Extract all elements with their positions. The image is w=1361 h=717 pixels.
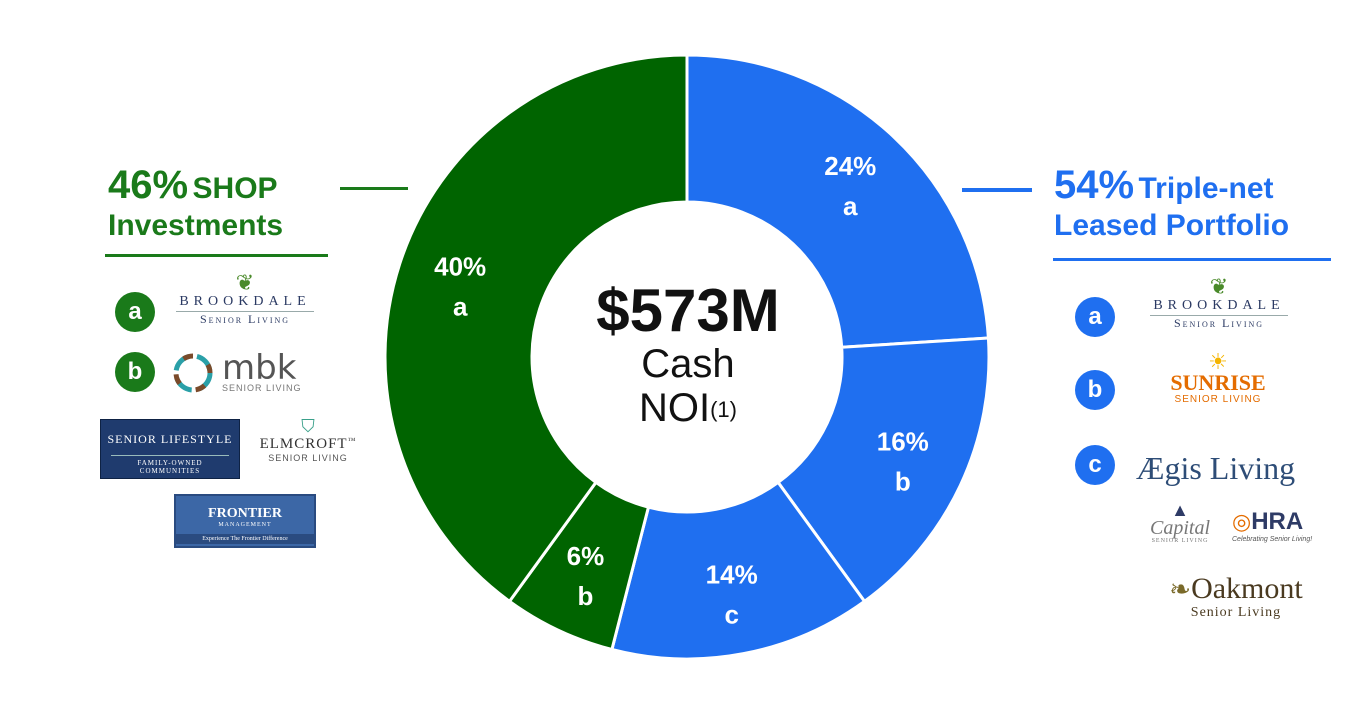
mbk-ring-icon — [173, 353, 213, 393]
total-amount: $573M — [596, 277, 780, 344]
brookdale-logo-left: ❦ BROOKDALE Senior Living — [176, 272, 314, 327]
shop-badge-a: a — [115, 292, 155, 332]
oakmont-logo: ❧Oakmont Senior Living — [1169, 572, 1303, 621]
triple-net-underline — [1053, 258, 1331, 261]
center-total: $573M Cash NOI(1) — [538, 277, 838, 431]
slice-letter-label: c — [724, 599, 738, 629]
slice-percent-label: 6% — [567, 541, 605, 571]
triple-net-connector-line — [962, 188, 1032, 192]
aegis-logo: Ægis Living — [1136, 450, 1296, 486]
shop-underline — [105, 254, 328, 257]
shop-percent: 46% — [108, 163, 189, 207]
frontier-logo: FRONTIER MANAGEMENT Experience The Front… — [174, 494, 316, 548]
donut-slice-2 — [776, 336, 991, 604]
triple-net-heading: 54% Triple-net Leased Portfolio — [1054, 165, 1289, 241]
slice-percent-label: 14% — [706, 559, 758, 589]
triple-net-subtitle: Leased Portfolio — [1054, 209, 1290, 242]
oak-leaf-icon: ❧ — [1169, 575, 1192, 604]
slice-letter-label: b — [578, 581, 594, 611]
shop-title: SHOP — [192, 172, 278, 205]
leaf-icon: ❦ — [235, 270, 255, 295]
footnote-marker: (1) — [710, 397, 737, 422]
center-label-cash: Cash — [641, 342, 735, 386]
donut-hole — [533, 203, 841, 511]
capital-logo: ▲ Capital SENIOR LIVING — [1134, 500, 1226, 544]
shop-heading: 46% SHOP Investments — [108, 165, 283, 241]
shop-subtitle: Investments — [108, 209, 284, 242]
brookdale-logo-right: ❦ BROOKDALE Senior Living — [1150, 276, 1288, 331]
center-label-noi: NOI(1) — [538, 386, 838, 430]
slice-letter-label: a — [843, 191, 858, 221]
slice-percent-label: 16% — [877, 427, 929, 457]
slice-percent-label: 40% — [434, 251, 486, 281]
leaf-icon: ❦ — [1209, 274, 1229, 299]
senior-lifestyle-logo: SENIOR LIFESTYLE FAMILY-OWNED COMMUNITIE… — [100, 419, 240, 479]
sun-icon: ☀ — [1208, 349, 1228, 374]
slice-percent-label: 24% — [824, 151, 876, 181]
donut-slice-3 — [610, 480, 867, 661]
triple-net-badge-a: a — [1075, 297, 1115, 337]
hra-figure-icon: ◎ — [1232, 509, 1252, 534]
shield-icon: ⛉ — [301, 416, 315, 436]
sunrise-logo: ☀ SUNRISE SENIOR LIVING — [1148, 349, 1288, 406]
triple-net-title: Triple-net — [1138, 172, 1274, 205]
shop-connector-line — [340, 187, 408, 190]
slice-letter-label: a — [453, 291, 468, 321]
triangle-icon: ▲ — [1171, 500, 1189, 520]
donut-slice-5 — [383, 53, 689, 604]
triple-net-badge-c: c — [1075, 445, 1115, 485]
triple-net-percent: 54% — [1054, 163, 1135, 207]
slice-letter-label: b — [895, 467, 911, 497]
noi-text: NOI — [638, 386, 711, 430]
hra-logo: ◎HRA Celebrating Senior Living! — [1232, 508, 1313, 543]
triple-net-badge-b: b — [1075, 370, 1115, 410]
shop-badge-b: b — [115, 352, 155, 392]
mbk-logo: mbk SENIOR LIVING — [170, 350, 302, 396]
elmcroft-logo: ⛉ ELMCROFT™ SENIOR LIVING — [252, 416, 364, 463]
donut-slice-1 — [685, 53, 990, 349]
